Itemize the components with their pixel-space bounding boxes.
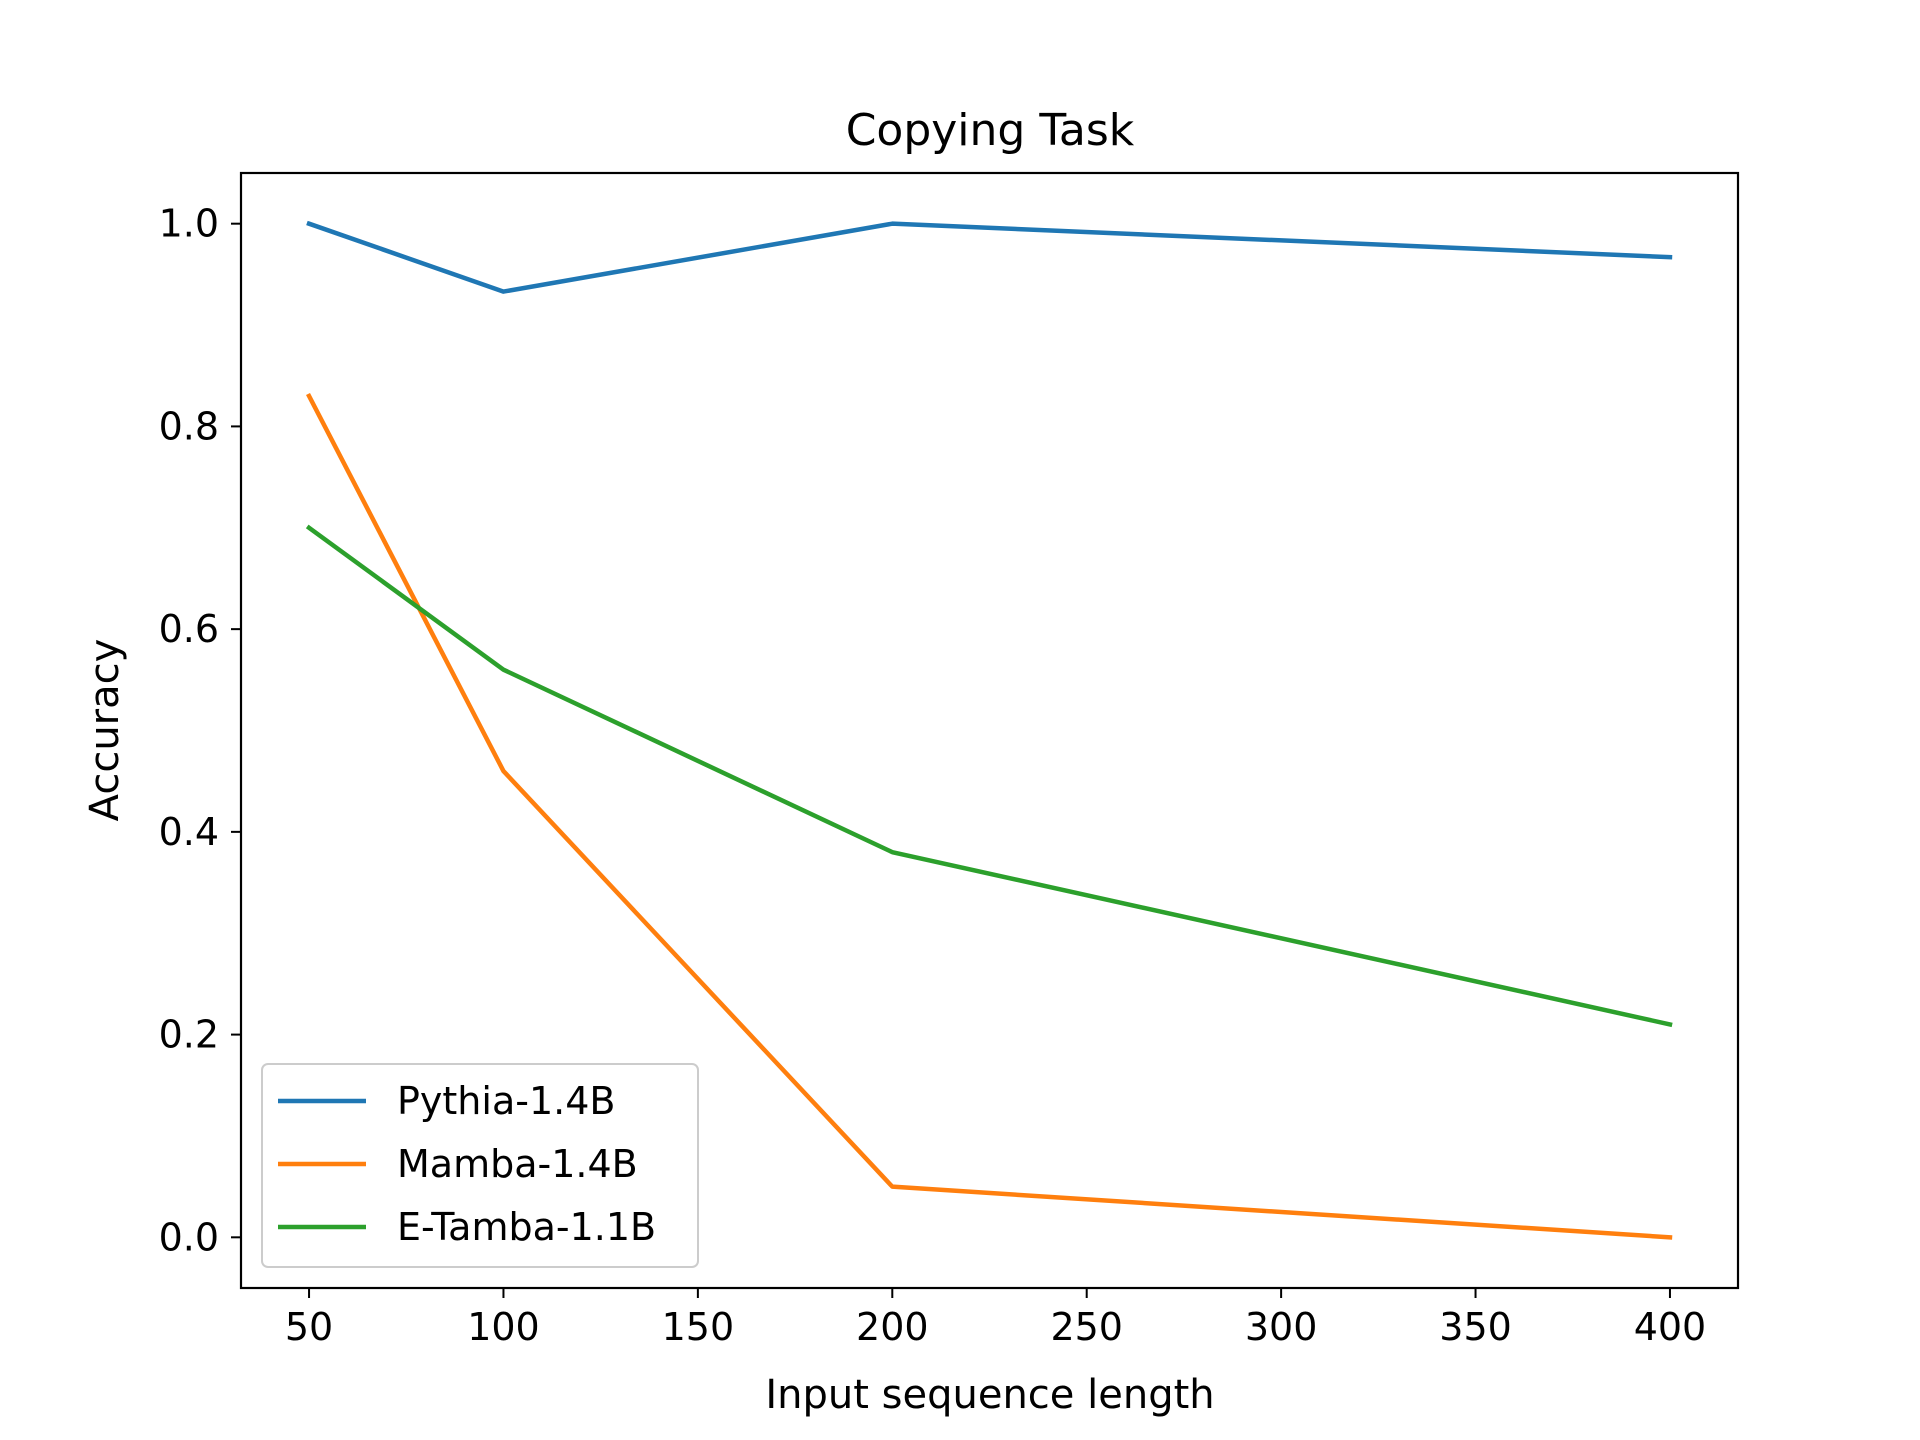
series-line-1 bbox=[306, 220, 1673, 294]
legend-label-3: E-Tamba-1.1B bbox=[397, 1205, 656, 1249]
x-tick-label: 400 bbox=[1634, 1305, 1707, 1349]
y-tick-label: 0.8 bbox=[159, 404, 219, 448]
y-tick-label: 1.0 bbox=[159, 202, 219, 246]
x-tick-label: 100 bbox=[467, 1305, 540, 1349]
y-tick-label: 0.6 bbox=[159, 607, 219, 651]
x-tick-label: 300 bbox=[1245, 1305, 1318, 1349]
legend-box bbox=[261, 1063, 699, 1268]
x-tick-label: 200 bbox=[856, 1305, 929, 1349]
plot-frame bbox=[239, 171, 1740, 1290]
x-tick-label: 350 bbox=[1439, 1305, 1512, 1349]
legend-label-1: Pythia-1.4B bbox=[397, 1079, 615, 1123]
y-axis-label: Accuracy bbox=[82, 639, 128, 822]
x-tick-label: 250 bbox=[1050, 1305, 1123, 1349]
chart-title: Copying Task bbox=[846, 105, 1135, 156]
series-layer bbox=[305, 220, 1673, 1240]
y-tick-label: 0.0 bbox=[159, 1215, 219, 1259]
y-tick-label: 0.2 bbox=[159, 1013, 219, 1057]
y-ticks: 0.0 0.2 0.4 0.6 0.8 1.0 bbox=[159, 202, 241, 1259]
y-tick-label: 0.4 bbox=[159, 810, 219, 854]
x-tick-label: 150 bbox=[662, 1305, 735, 1349]
legend: Pythia-1.4B Mamba-1.4B E-Tamba-1.1B bbox=[261, 1063, 699, 1268]
legend-items: Pythia-1.4B Mamba-1.4B E-Tamba-1.1B bbox=[278, 1079, 656, 1249]
series-line-2 bbox=[306, 392, 1673, 1240]
x-ticks: 50 100 150 200 250 300 350 400 bbox=[285, 1288, 1706, 1349]
x-tick-label: 50 bbox=[285, 1305, 333, 1349]
legend-label-2: Mamba-1.4B bbox=[397, 1142, 638, 1186]
series-line-3 bbox=[305, 524, 1673, 1028]
x-axis-label: Input sequence length bbox=[765, 1372, 1214, 1418]
